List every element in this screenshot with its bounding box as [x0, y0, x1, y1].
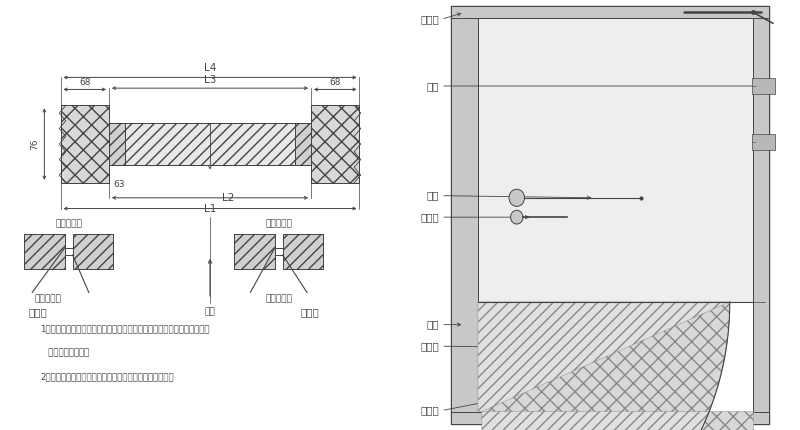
Bar [73, 234, 113, 269]
Bar [751, 78, 774, 94]
Text: 开面（外）: 开面（外） [35, 295, 62, 303]
Bar [282, 234, 323, 269]
Text: 63: 63 [113, 181, 125, 189]
Text: 门框: 门框 [426, 319, 439, 330]
Circle shape [510, 210, 523, 224]
Bar [451, 6, 769, 18]
Text: 关面（内）: 关面（内） [266, 219, 292, 228]
Text: L3: L3 [204, 75, 216, 86]
Circle shape [509, 189, 525, 206]
Bar [282, 234, 323, 269]
Text: 坡内: 坡内 [205, 307, 215, 316]
Text: 开面（外）: 开面（外） [266, 295, 292, 303]
Bar [125, 123, 295, 165]
Text: L4: L4 [204, 63, 216, 73]
Bar [24, 234, 65, 269]
Bar [311, 105, 359, 183]
Text: L1: L1 [204, 203, 216, 214]
Bar [295, 123, 311, 165]
Bar [451, 6, 769, 424]
Text: 防火锁: 防火锁 [421, 212, 439, 222]
Bar [311, 105, 359, 183]
Text: 内骨架: 内骨架 [421, 341, 439, 351]
Text: 左外开: 左外开 [28, 307, 47, 317]
Text: 闭门器: 闭门器 [421, 14, 439, 25]
Bar [754, 6, 769, 424]
Polygon shape [478, 302, 730, 430]
Bar [478, 302, 754, 412]
Bar [451, 6, 478, 424]
Bar [234, 234, 274, 269]
Text: 76: 76 [30, 138, 38, 150]
Text: 铰链在右为右开。: 铰链在右为右开。 [40, 348, 90, 357]
Bar [109, 123, 125, 165]
Text: L2: L2 [222, 193, 234, 203]
Bar [61, 105, 109, 183]
Bar [61, 105, 109, 183]
Bar [234, 234, 274, 269]
Text: 门扇: 门扇 [426, 190, 439, 201]
Text: 右外开: 右外开 [300, 307, 319, 317]
Text: 铰链: 铰链 [426, 81, 439, 91]
Text: 68: 68 [79, 79, 90, 87]
Text: 珍珠岩: 珍珠岩 [421, 405, 439, 416]
Bar [73, 234, 113, 269]
Bar [451, 412, 769, 424]
Polygon shape [482, 302, 754, 430]
Text: 关面（内）: 关面（内） [55, 219, 82, 228]
Bar [478, 18, 754, 412]
Text: 1、防火门一般为常闭式双外开门，向疏散方向开启。站在门外面对铰链，: 1、防火门一般为常闭式双外开门，向疏散方向开启。站在门外面对铰链， [40, 325, 210, 334]
Bar [751, 134, 774, 150]
Text: 68: 68 [330, 79, 341, 87]
Bar [24, 234, 65, 269]
Text: 2、门的安装装置，洞口尺寸请提供建筑平面图及尺寸图。: 2、门的安装装置，洞口尺寸请提供建筑平面图及尺寸图。 [40, 372, 174, 381]
Bar [109, 123, 311, 165]
